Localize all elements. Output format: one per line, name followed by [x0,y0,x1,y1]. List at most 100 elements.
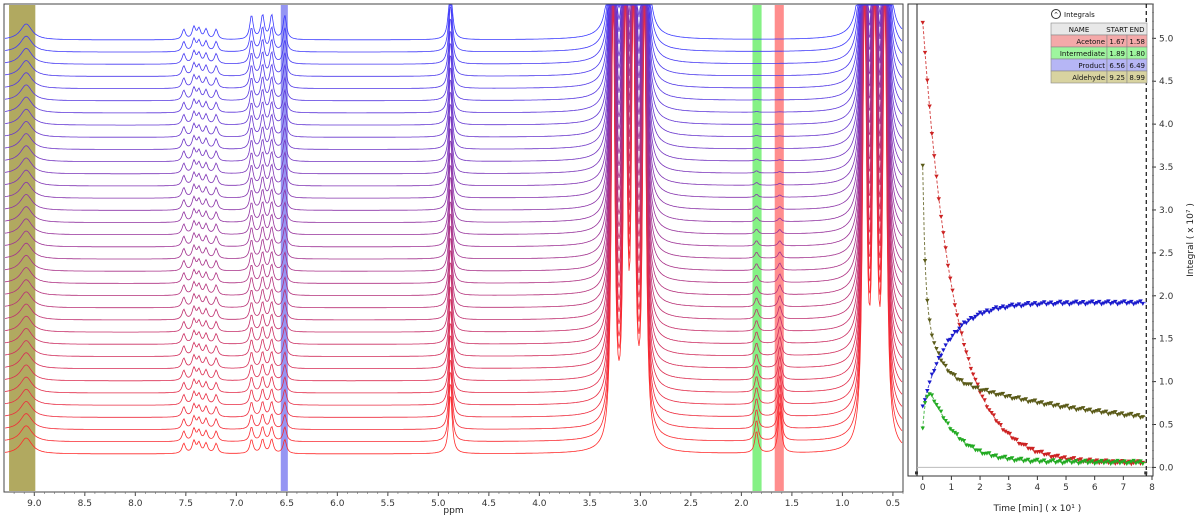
data-point-product [1035,303,1040,308]
x-tick-label: 8.0 [128,499,143,509]
data-point-aldehyde [1113,410,1118,415]
data-point-product [948,337,953,342]
data-point-intermediate [1030,459,1035,464]
spectrum-trace [4,4,903,248]
data-point-product [1053,301,1058,306]
legend-header-end: END [1129,26,1144,34]
y-tick-label: 4.0 [1159,120,1174,130]
x-tick-label: 0.5 [886,499,900,509]
data-point-acetone [950,288,955,293]
data-point-product [1131,302,1136,307]
y-tick-label: 1.0 [1159,378,1174,388]
data-point-acetone [931,154,937,159]
data-point-aldehyde [984,387,990,392]
data-point-intermediate [1136,460,1141,465]
spectrum-trace [4,4,903,296]
x-tick-label: 3 [1006,483,1012,493]
data-point-product [943,343,948,348]
origin-marker [915,471,918,475]
data-point-intermediate [1051,458,1056,463]
spectrum-trace [4,4,903,430]
integrals-legend-table[interactable]: ⌃ Integrals NAME START END Acetone 1.67 1.58 Int… [1050,9,1148,84]
data-point-product [1113,299,1118,304]
spectrum-trace [4,4,903,357]
x-tick-label: 7.5 [179,499,193,509]
data-point-product [954,329,960,334]
data-point-intermediate [929,393,935,398]
data-point-acetone [964,350,969,355]
spectrum-trace [4,4,903,333]
data-point-intermediate [970,444,976,449]
spectrum-trace [4,4,903,442]
data-point-product [964,321,969,326]
data-point-intermediate [922,401,928,406]
data-point-intermediate [1108,461,1113,466]
data-point-acetone [1003,429,1008,434]
legend-row-end: 8.99 [1129,74,1145,82]
data-point-acetone [996,421,1001,426]
data-point-intermediate [1131,458,1136,463]
data-point-acetone [991,413,997,418]
data-point-product [1140,301,1146,306]
legend-row-start: 6.56 [1109,62,1125,70]
data-point-intermediate [1025,457,1031,462]
spectrum-trace [4,4,903,272]
legend-row-end: 1.58 [1129,38,1145,46]
integrals-kinetics-chart[interactable]: 0.0 0.5 1.0 1.5 2.0 2.5 3.0 3.5 4.0 4.5 5.0 Integra… [907,0,1200,519]
collapse-icon[interactable] [1051,9,1061,19]
data-point-aldehyde [922,259,928,264]
data-point-intermediate [925,394,930,399]
integration-region-product[interactable] [280,5,288,491]
data-point-product [1092,302,1097,307]
x-tick-label: 5.5 [381,499,395,509]
integration-region-intermediate[interactable] [752,5,762,491]
data-point-aldehyde [1055,402,1061,407]
data-point-product [1085,301,1091,306]
data-point-product [1081,300,1086,305]
data-point-acetone [966,357,971,362]
data-point-intermediate [987,451,992,456]
spectrum-trace [4,4,903,150]
data-point-intermediate [952,430,958,435]
data-point-acetone [1055,453,1061,458]
data-point-aldehyde [1081,406,1086,411]
data-point-intermediate [1028,460,1033,465]
data-point-intermediate [1009,456,1015,461]
data-point-intermediate [1062,460,1068,465]
y-tick-label: 2.0 [1159,292,1174,302]
data-point-acetone [1078,457,1084,462]
data-point-intermediate [1103,460,1109,465]
data-point-intermediate [927,392,932,397]
data-point-acetone [980,394,985,399]
y-tick-label: 4.5 [1159,77,1173,87]
data-point-intermediate [1003,454,1008,459]
data-point-intermediate [1076,461,1081,466]
legend-row-name: Product [1078,62,1105,70]
data-point-aldehyde [927,318,932,323]
legend-end-cell[interactable] [1126,70,1148,84]
data-point-aldehyde [920,163,925,168]
data-point-product [927,380,932,385]
spectrum-trace [4,4,903,187]
data-point-aldehyde [1000,391,1006,396]
data-point-product [991,306,997,311]
data-point-product [950,333,955,338]
data-point-product [1067,302,1072,307]
data-point-intermediate [1019,456,1024,461]
x-tick-label: 5.0 [431,499,446,509]
spectrum-trace [4,4,903,77]
data-point-intermediate [1083,458,1088,463]
data-point-aldehyde [1097,408,1102,413]
data-point-aldehyde [943,363,948,368]
data-point-product [968,316,974,321]
data-point-acetone [1000,428,1006,433]
data-point-product [938,353,944,358]
data-point-product [1032,301,1038,306]
data-point-product [1069,301,1074,306]
integration-region-acetone[interactable] [774,5,784,491]
legend-header-start: START [1106,26,1128,34]
data-point-acetone [922,50,928,55]
data-point-acetone [1007,431,1013,436]
data-point-product [920,404,925,409]
stacked-spectra-chart[interactable]: 9.0 8.5 8.0 7.5 7.0 6.5 6.0 5.5 5.0 4.5 4.0 3.5 3.0 2… [0,0,907,519]
